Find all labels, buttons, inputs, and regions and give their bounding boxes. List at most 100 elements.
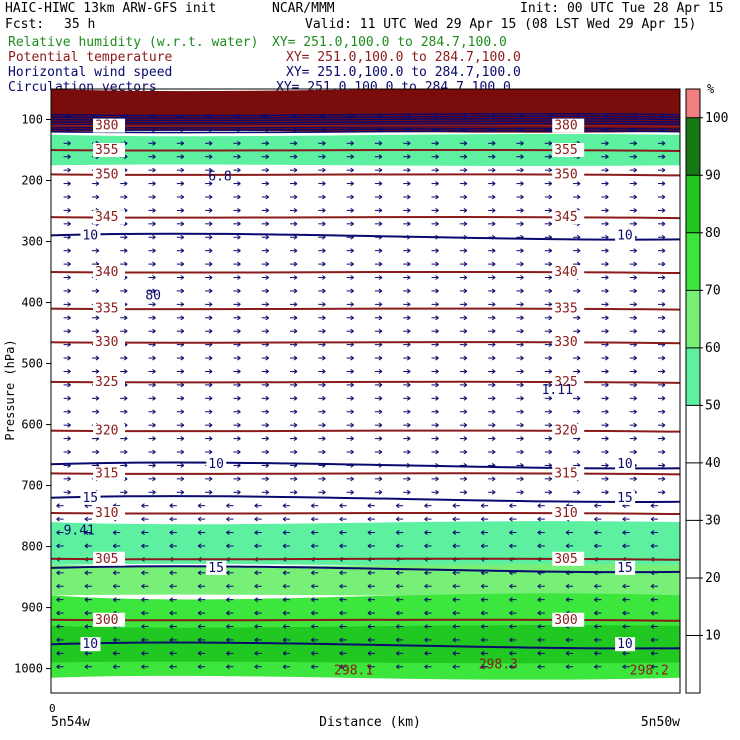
circulation-vector-head — [350, 382, 354, 388]
circulation-vector-head — [208, 207, 213, 213]
circulation-vector-head — [141, 624, 145, 629]
circulation-vector-head — [435, 275, 439, 280]
circulation-vector-head — [95, 181, 100, 186]
circulation-vector-head — [180, 248, 185, 254]
circulation-vector-head — [463, 355, 468, 361]
circulation-vector-head — [565, 597, 570, 603]
field-theta-xy: XY= 251.0,100.0 to 284.7,100.0 — [286, 50, 521, 65]
circulation-vector-head — [141, 610, 145, 616]
circulation-vector-head — [424, 610, 428, 616]
circulation-vector-head — [594, 624, 598, 629]
circulation-vector-head — [395, 543, 400, 549]
circulation-vector-head — [491, 154, 496, 160]
circulation-vector-head — [339, 530, 343, 535]
circulation-vector-head — [180, 140, 185, 146]
circulation-vector-head — [633, 422, 637, 428]
circulation-vector-head — [605, 261, 609, 267]
circulation-vector-head — [237, 449, 241, 455]
circulation-vector-head — [293, 355, 298, 361]
circulation-vector-head — [378, 476, 383, 482]
circulation-vector-head — [367, 543, 372, 549]
circulation-vector-head — [339, 503, 343, 509]
circulation-vector-head — [424, 664, 428, 670]
circulation-vector-head — [350, 194, 354, 200]
circulation-vector-head — [123, 369, 128, 374]
circulation-vector-head — [265, 436, 269, 442]
circulation-vector-head — [633, 355, 637, 361]
plot-frame — [50, 88, 681, 694]
circulation-vector-head — [395, 570, 400, 576]
wind-label: 10 — [82, 637, 98, 652]
circulation-vector-head — [84, 583, 89, 589]
circulation-vector-head — [491, 436, 496, 442]
theta-label: 340 — [554, 265, 577, 280]
circulation-vector-head — [95, 449, 100, 455]
circulation-vector-head — [367, 583, 372, 589]
circulation-vector-head — [197, 597, 202, 603]
circulation-vector-head — [424, 516, 428, 522]
circulation-vector-head — [650, 530, 655, 535]
circulation-vector-head — [237, 436, 241, 442]
colorbar-frame — [685, 88, 701, 694]
circulation-vector-head — [491, 167, 496, 173]
circulation-vector-head — [378, 369, 383, 374]
circulation-vector-head — [339, 583, 343, 589]
circulation-vector-head — [152, 275, 156, 280]
circulation-vector-head — [537, 543, 542, 549]
circulation-vector-head — [565, 583, 570, 589]
theta-label: 345 — [554, 210, 577, 225]
circulation-vector-head — [633, 221, 637, 227]
circulation-vector-head — [254, 570, 258, 576]
circulation-vector-head — [661, 194, 666, 200]
circulation-vector-head — [282, 597, 287, 603]
upper-contour — [51, 117, 680, 122]
circulation-vector-head — [491, 369, 496, 374]
circulation-vector-head — [435, 288, 439, 294]
circulation-vector-head — [661, 328, 666, 334]
circulation-vector-head — [622, 610, 626, 616]
theta-label: 325 — [554, 375, 577, 390]
circulation-vector-head — [67, 409, 71, 415]
theta-label-bg — [93, 118, 126, 133]
upper-contour — [51, 113, 680, 117]
circulation-vector-head — [463, 315, 468, 321]
circulation-vector-head — [605, 221, 609, 227]
circulation-vector-head — [537, 583, 542, 589]
circulation-vector-head — [548, 154, 553, 160]
circulation-vector-head — [237, 409, 241, 415]
circulation-vector-head — [435, 449, 439, 455]
colorbar-tick-label: 80 — [705, 226, 721, 241]
theta-contour — [51, 307, 680, 311]
circulation-vector-head — [491, 409, 496, 415]
circulation-vector-head — [208, 181, 213, 186]
circulation-vector-head — [350, 181, 354, 186]
circulation-vector-head — [311, 624, 315, 629]
circulation-vector-head — [378, 449, 383, 455]
circulation-vector-head — [322, 489, 326, 495]
circulation-vector-head — [112, 530, 117, 535]
circulation-vector-head — [463, 395, 468, 401]
circulation-vector-head — [180, 221, 185, 227]
circulation-vector-head — [378, 154, 383, 160]
circulation-vector-head — [435, 489, 439, 495]
circulation-vector-head — [95, 355, 100, 361]
circulation-vector-head — [67, 167, 71, 173]
colorbar-tick-label: 20 — [705, 571, 721, 586]
circulation-vector-head — [282, 583, 287, 589]
y-tick-label: 500 — [21, 357, 43, 371]
circulation-vector-head — [311, 530, 315, 535]
circulation-vector-head — [84, 516, 89, 522]
circulation-vector-head — [322, 207, 326, 213]
circulation-vector-head — [67, 154, 71, 160]
circulation-vector-head — [594, 583, 598, 589]
circulation-vector-head — [548, 382, 553, 388]
circulation-vector-head — [650, 516, 655, 522]
circulation-vector-head — [406, 422, 411, 428]
circulation-vector-head — [152, 476, 156, 482]
circulation-vector-head — [123, 234, 128, 240]
circulation-vector-head — [293, 140, 298, 146]
upper-contour — [51, 120, 680, 124]
circulation-vector-head — [237, 275, 241, 280]
circulation-vector-head — [152, 409, 156, 415]
circulation-vector-head — [180, 355, 185, 361]
